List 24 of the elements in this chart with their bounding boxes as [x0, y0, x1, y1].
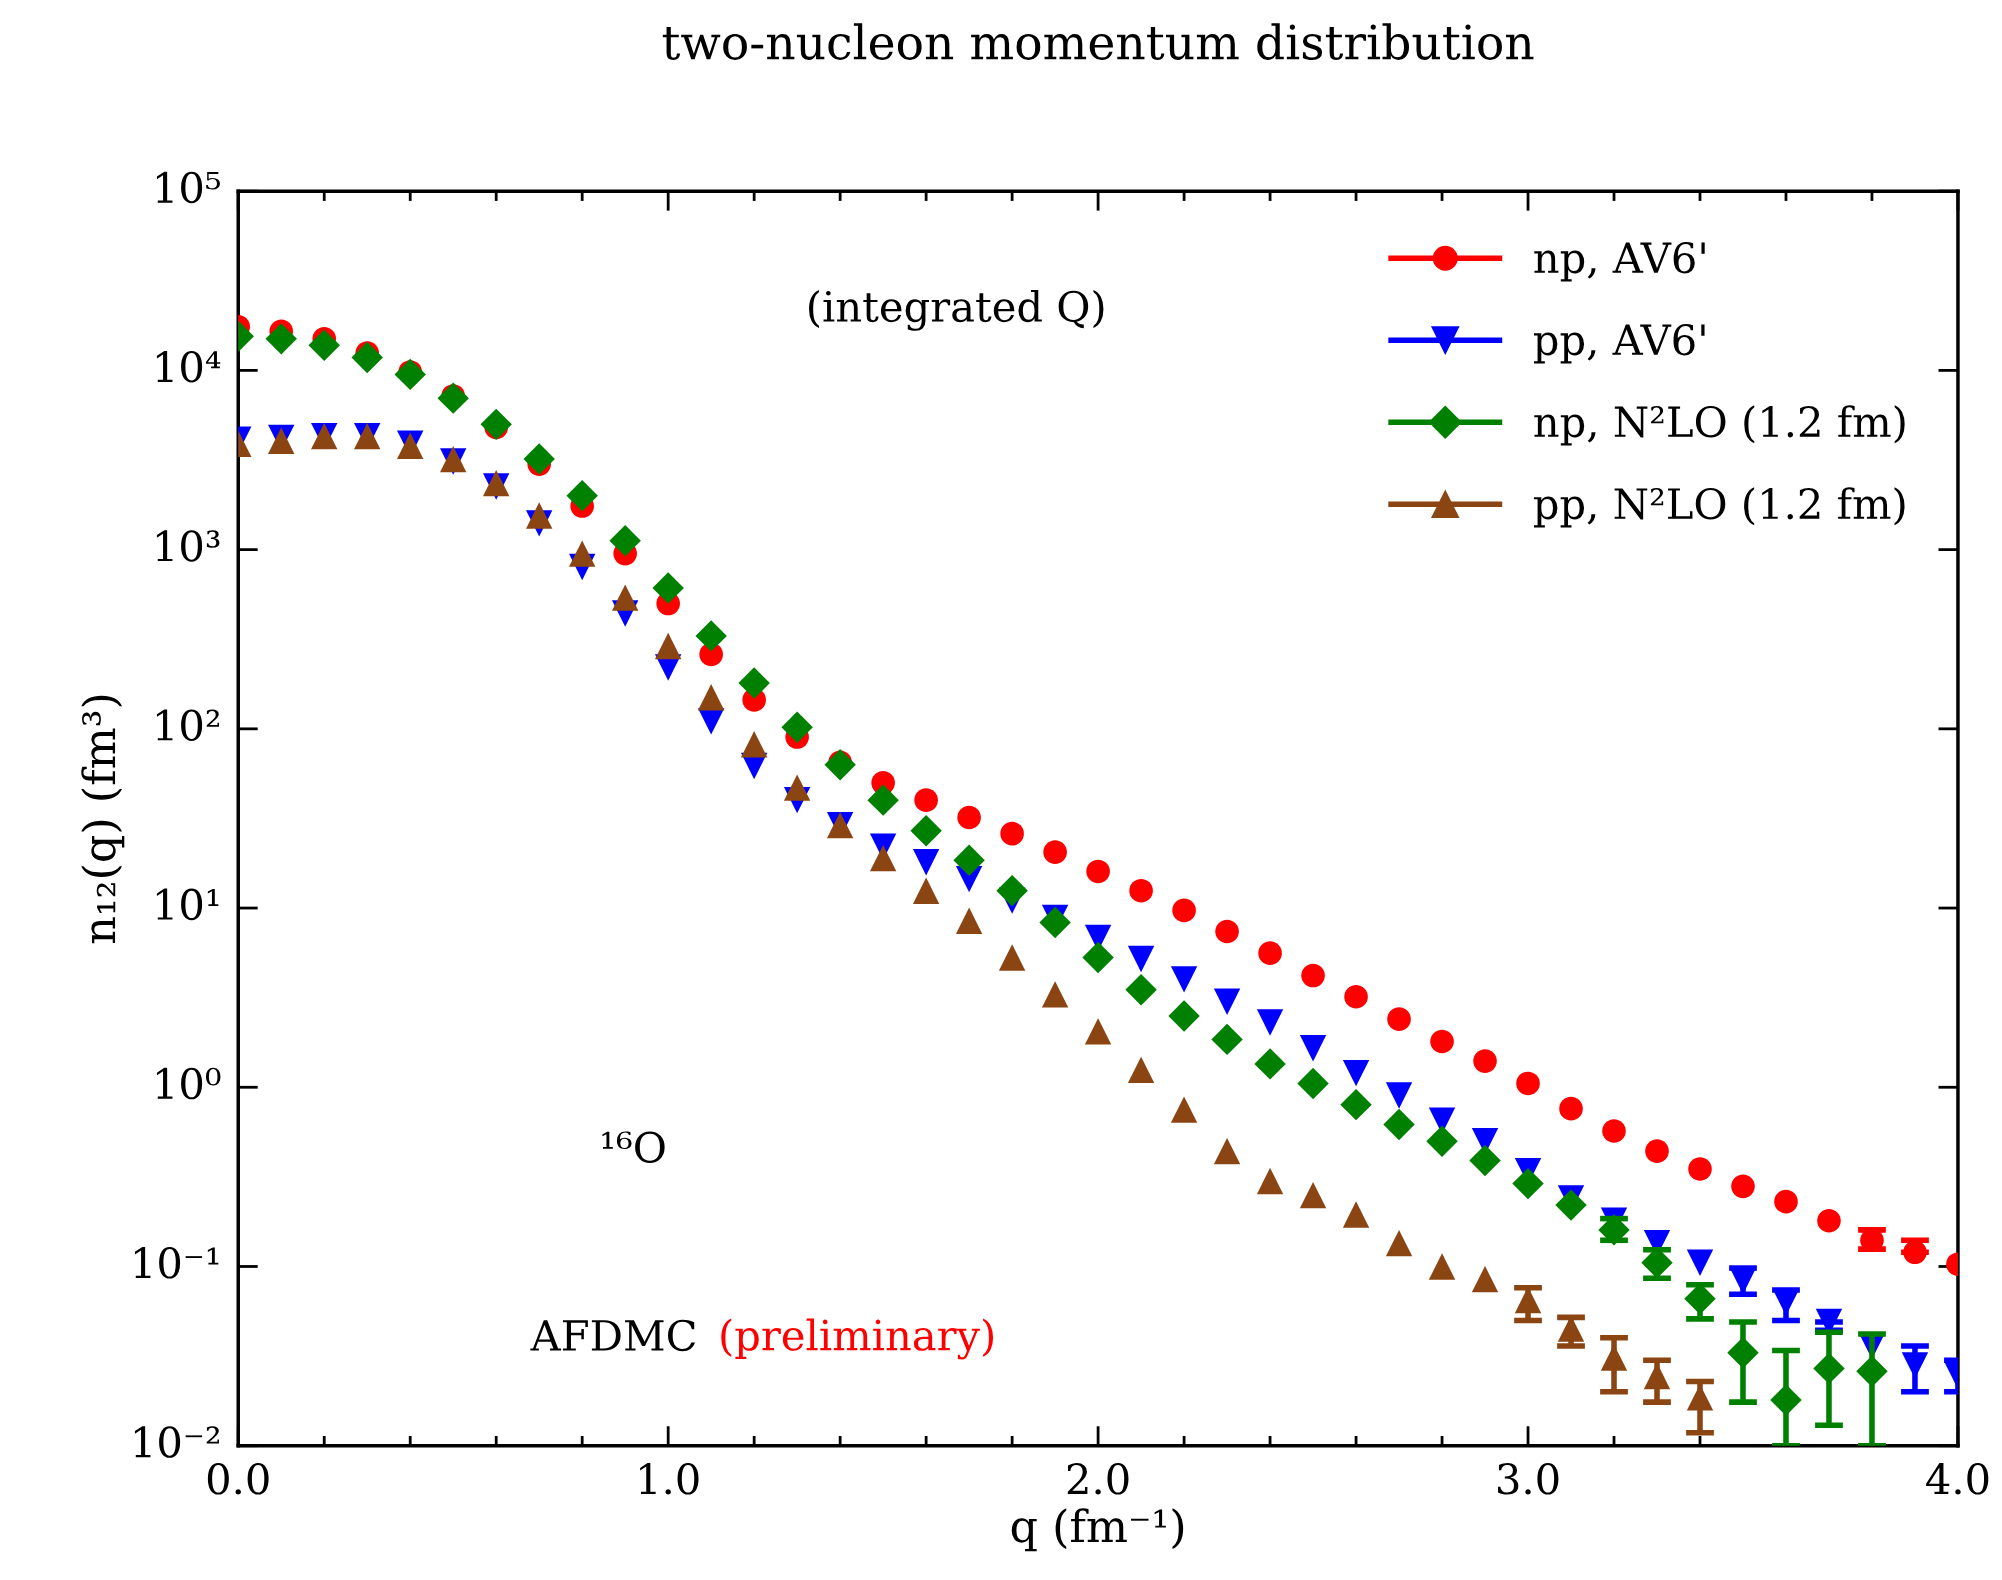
annotation: AFDMC: [530, 1319, 696, 1352]
x-tick-label: 2.0: [1067, 1463, 1129, 1495]
y-tick-label: 10²: [156, 709, 219, 741]
legend-label: np, AV6': [1534, 241, 1705, 282]
y-tick-label: 10¹: [156, 888, 219, 921]
y-tick-label: 10⁻¹: [134, 1247, 219, 1279]
y-tick-label: 10³: [156, 530, 220, 562]
y-axis-title: n₁₂(q) (fm³): [81, 695, 125, 944]
legend-label: np, N²LO (1.2 fm): [1534, 405, 1905, 446]
y-tick-label: 10⁵: [156, 171, 220, 204]
y-tick-label: 10⁴: [156, 350, 221, 383]
x-tick-label: 3.0: [1498, 1463, 1559, 1495]
x-tick-label: 1.0: [640, 1463, 699, 1495]
y-tick-label: 10⁻²: [134, 1426, 219, 1458]
x-axis-title: q (fm⁻¹): [1011, 1508, 1184, 1552]
annotation: ¹⁶O: [602, 1131, 665, 1163]
x-tick-label: 0.0: [207, 1463, 269, 1495]
legend-label: pp, N²LO (1.2 fm): [1533, 487, 1905, 528]
x-tick-label: 4.0: [1926, 1463, 1989, 1495]
chart-title: two-nucleon momentum distribution: [662, 23, 1534, 60]
legend-label: pp, AV6': [1533, 323, 1705, 364]
y-tick-label: 10⁰: [156, 1067, 221, 1100]
annotation: (integrated Q): [809, 289, 1104, 331]
annotation: (preliminary): [721, 1318, 994, 1360]
